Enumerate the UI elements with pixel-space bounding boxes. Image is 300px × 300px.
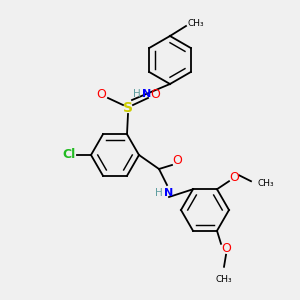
Text: O: O [96, 88, 106, 101]
Text: Cl: Cl [62, 148, 76, 161]
Text: S: S [123, 101, 133, 115]
Text: O: O [229, 171, 239, 184]
Text: CH₃: CH₃ [216, 275, 232, 284]
Text: H: H [133, 89, 141, 99]
Text: CH₃: CH₃ [258, 179, 274, 188]
Text: CH₃: CH₃ [187, 20, 204, 28]
Text: O: O [150, 88, 160, 101]
Text: O: O [221, 242, 231, 255]
Text: O: O [172, 154, 182, 167]
Text: H: H [155, 188, 163, 198]
Text: N: N [164, 188, 174, 198]
Text: N: N [142, 89, 152, 99]
